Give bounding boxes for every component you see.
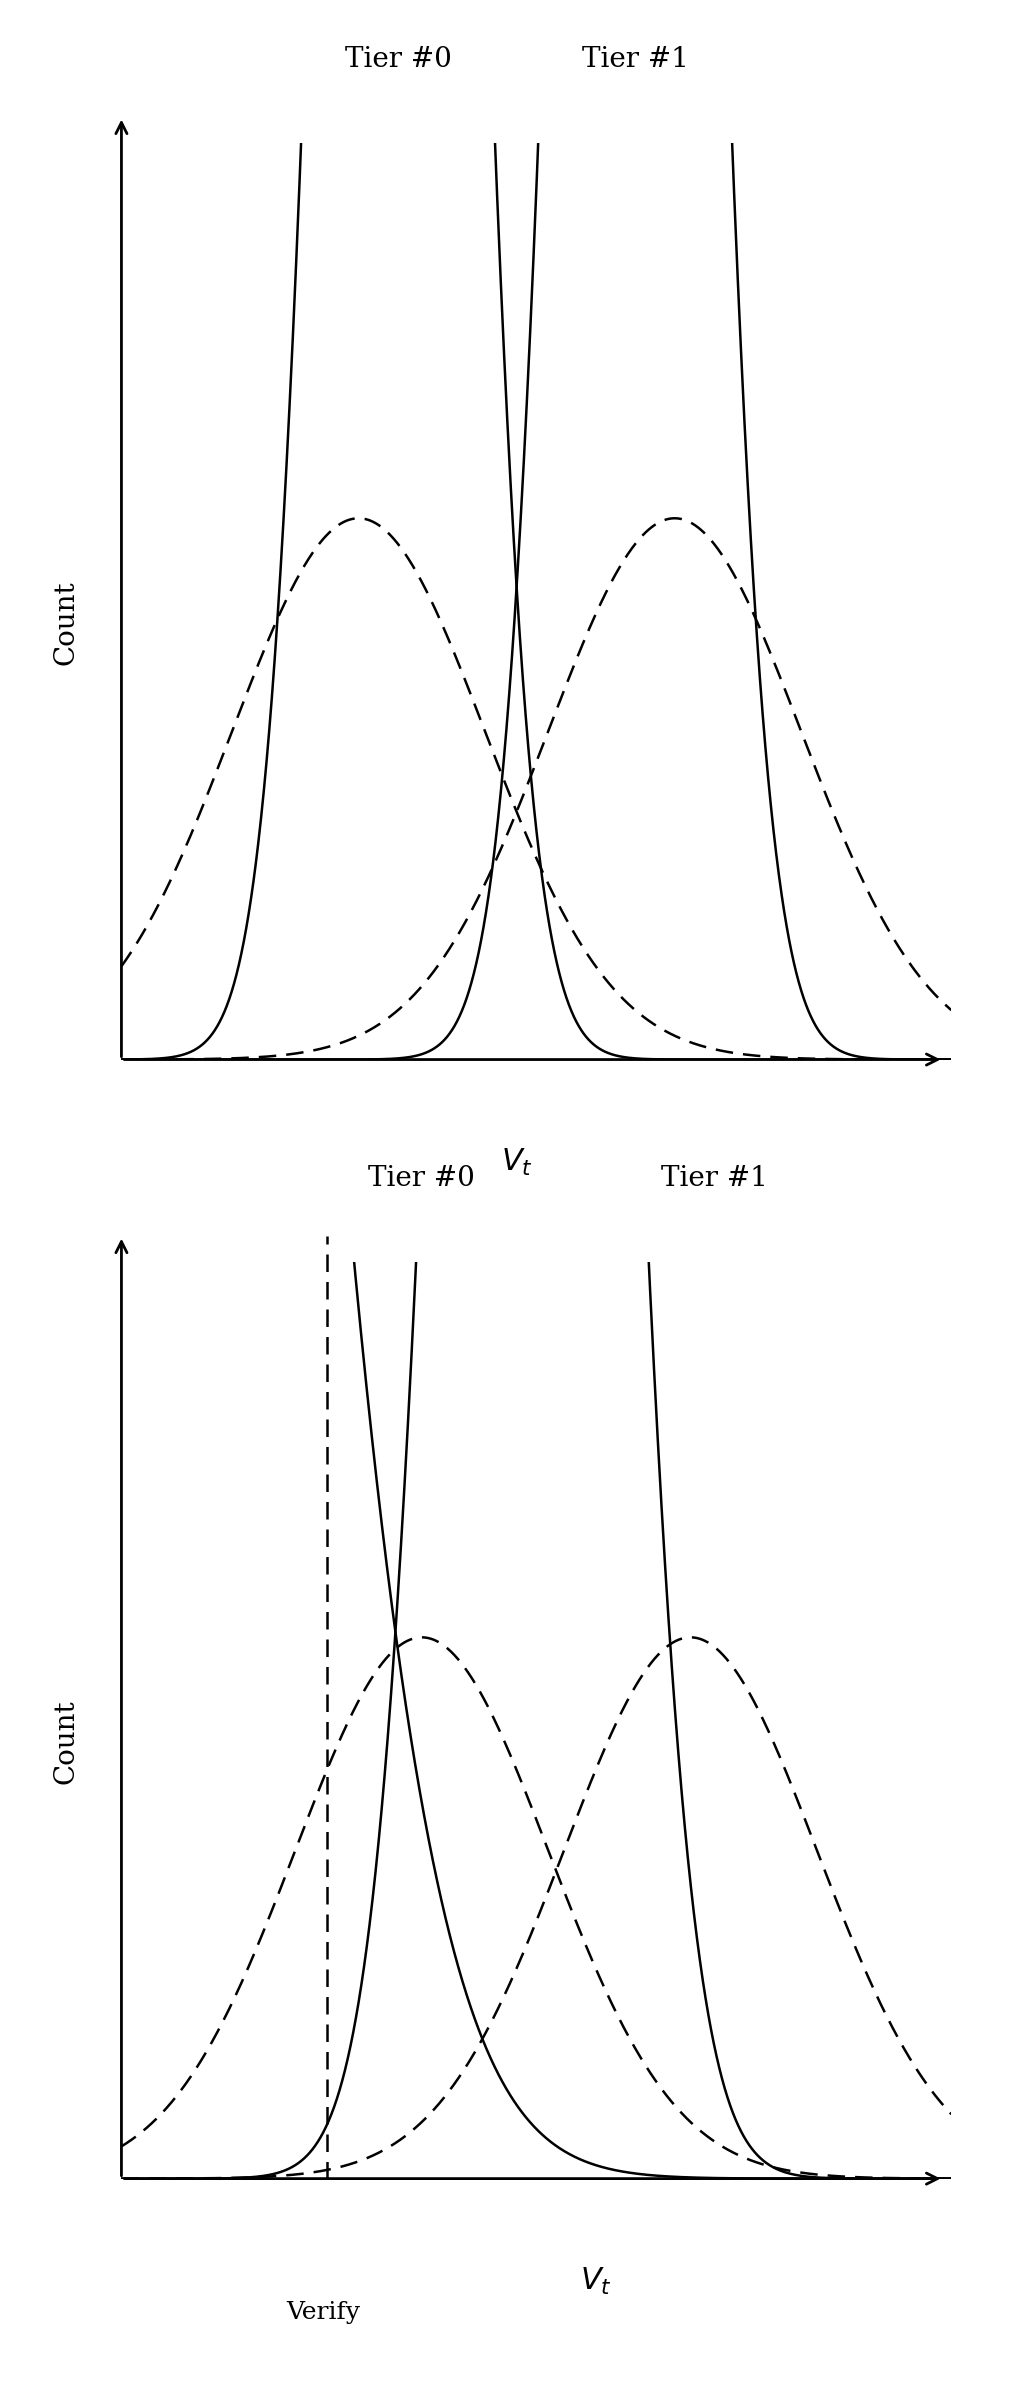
Text: $\mathit{V}_t$: $\mathit{V}_t$ <box>579 2267 611 2298</box>
Text: Verify: Verify <box>286 2300 360 2324</box>
Text: Tier #0: Tier #0 <box>345 45 451 74</box>
Text: Tier #1: Tier #1 <box>660 1164 767 1193</box>
Text: FIG. 3A: FIG. 3A <box>442 1338 590 1376</box>
Text: Tier #0: Tier #0 <box>368 1164 475 1193</box>
Text: Count: Count <box>53 581 80 664</box>
Text: $\mathit{V}_t$: $\mathit{V}_t$ <box>500 1148 532 1179</box>
Text: Count: Count <box>53 1700 80 1783</box>
Text: Tier #1: Tier #1 <box>581 45 687 74</box>
